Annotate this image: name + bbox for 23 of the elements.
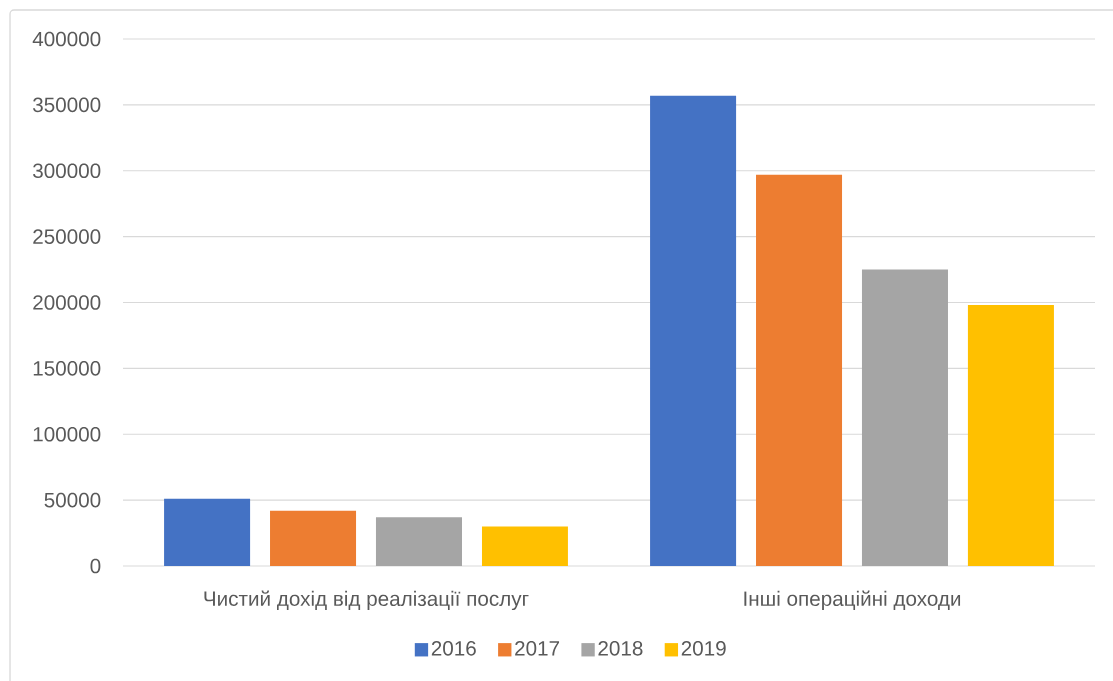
y-tick-label: 50000: [44, 492, 101, 508]
legend-label: 2019: [681, 641, 726, 656]
bar: [756, 174, 843, 566]
bar: [375, 517, 462, 566]
bar: [967, 305, 1054, 566]
legend-label: 2018: [598, 641, 643, 656]
bar: [861, 269, 948, 566]
x-tick-label: Чистий дохід від реалізації послуг: [204, 590, 529, 611]
y-tick-label: 150000: [33, 361, 101, 376]
y-tick-label: 350000: [33, 97, 101, 113]
y-tick-label: 0: [90, 558, 101, 574]
bar: [650, 95, 737, 566]
x-tick-label: Інші операційні доходи: [744, 590, 961, 611]
y-tick-label: 400000: [32, 31, 101, 47]
y-tick-label: 200000: [33, 295, 101, 310]
y-tick-label: 300000: [33, 163, 101, 179]
y-tick-label: 250000: [33, 229, 101, 244]
legend-label: 2017: [515, 641, 560, 656]
legend-label: 2016: [431, 641, 476, 656]
bar: [164, 498, 251, 566]
y-tick-label: 100000: [33, 426, 101, 442]
bar: [270, 510, 357, 566]
bar: [481, 526, 568, 566]
